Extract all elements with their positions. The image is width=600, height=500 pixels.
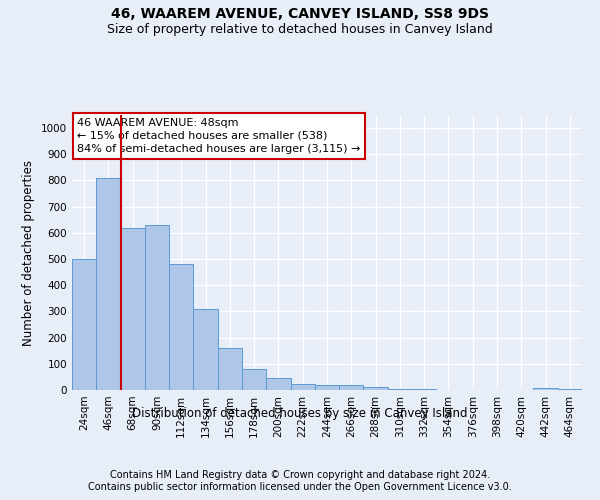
Bar (364, 388, 388, 390)
Text: Distribution of detached houses by size in Canvey Island: Distribution of detached houses by size … (132, 408, 468, 420)
Bar (315, 386, 339, 390)
Bar (388, 388, 412, 390)
Bar (145, 225, 169, 390)
Text: 46 WAAREM AVENUE: 48sqm
← 15% of detached houses are smaller (538)
84% of semi-d: 46 WAAREM AVENUE: 48sqm ← 15% of detache… (77, 118, 361, 154)
Bar (266, 378, 290, 390)
Y-axis label: Number of detached properties: Number of detached properties (22, 160, 35, 346)
Text: Contains public sector information licensed under the Open Government Licence v3: Contains public sector information licen… (88, 482, 512, 492)
Text: Size of property relative to detached houses in Canvey Island: Size of property relative to detached ho… (107, 22, 493, 36)
Bar (169, 264, 193, 390)
Bar (290, 384, 315, 390)
Bar (193, 309, 218, 390)
Bar (72, 259, 96, 390)
Bar (339, 386, 364, 390)
Bar (121, 228, 145, 390)
Bar (533, 388, 558, 390)
Bar (96, 178, 121, 390)
Text: 46, WAAREM AVENUE, CANVEY ISLAND, SS8 9DS: 46, WAAREM AVENUE, CANVEY ISLAND, SS8 9D… (111, 8, 489, 22)
Bar (218, 348, 242, 390)
Text: Contains HM Land Registry data © Crown copyright and database right 2024.: Contains HM Land Registry data © Crown c… (110, 470, 490, 480)
Bar (242, 368, 266, 390)
